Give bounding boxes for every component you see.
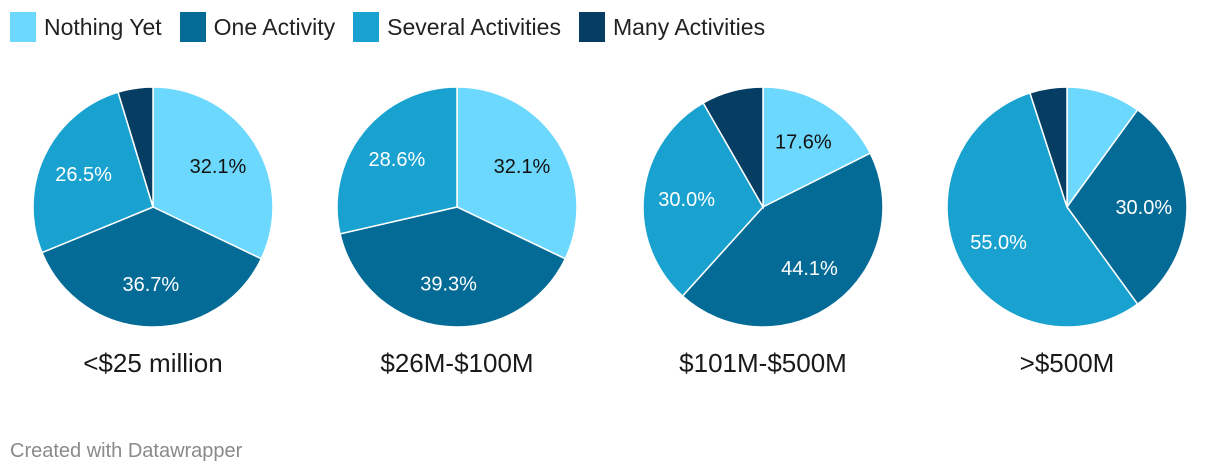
pie-chart: 32.1% 36.7% 26.5% <$25 million <box>32 86 274 378</box>
pie-chart: 17.6% 44.1% 30.0% $101M-$500M <box>642 86 884 378</box>
slice-value-label: 30.0% <box>1115 197 1172 219</box>
pie-slice[interactable] <box>702 86 764 210</box>
footer-credit[interactable]: Created with Datawrapper <box>10 440 243 462</box>
pie-chart: 30.0% 55.0% >$500M <box>946 86 1188 378</box>
slice-value-label: 44.1% <box>781 258 838 280</box>
pie-slice[interactable] <box>762 86 872 209</box>
pie-slice[interactable] <box>32 91 154 254</box>
pie-chart: 32.1% 39.3% 28.6% $26M-$100M <box>336 86 578 378</box>
legend-swatch <box>578 12 605 42</box>
pie-slice[interactable] <box>339 206 567 328</box>
pie-slice[interactable] <box>1028 86 1068 208</box>
legend-swatch <box>179 12 206 42</box>
legend-label: Several Activities <box>387 13 561 40</box>
legend-label: Many Activities <box>612 13 766 40</box>
pie-slice[interactable] <box>152 86 274 260</box>
legend-item-one-activity: One Activity <box>179 12 336 42</box>
slice-value-label: 17.6% <box>775 132 832 154</box>
legend-item-many-activities: Many Activities <box>578 12 766 42</box>
legend-swatch <box>10 12 36 42</box>
pie-charts: 32.1% 36.7% 26.5% <$25 million 32.1% 39.3% 28.… <box>32 86 1188 378</box>
slice-value-label: 30.0% <box>658 189 715 211</box>
legend-item-several-activities: Several Activities <box>353 12 561 42</box>
slice-value-label: 39.3% <box>420 273 477 295</box>
pie-title: $101M-$500M <box>679 348 847 378</box>
pie-slice[interactable] <box>946 91 1139 328</box>
legend-item-nothing-yet: Nothing Yet <box>10 12 162 42</box>
slice-value-label: 36.7% <box>122 274 179 296</box>
pie-slice[interactable] <box>117 86 154 208</box>
pie-title: $26M-$100M <box>380 348 533 378</box>
pie-slice[interactable] <box>1066 108 1188 306</box>
slice-value-label: 32.1% <box>190 156 247 178</box>
pie-title: <$25 million <box>83 348 222 378</box>
legend-swatch <box>353 12 380 42</box>
slice-value-label: 28.6% <box>369 149 426 171</box>
slice-value-label: 55.0% <box>970 232 1027 254</box>
slice-value-label: 32.1% <box>494 156 551 178</box>
chart-legend: Nothing Yet One Activity Several Activit… <box>10 12 783 42</box>
pie-slice[interactable] <box>1066 86 1139 210</box>
pie-slice[interactable] <box>681 152 884 328</box>
pie-title: >$500M <box>1020 348 1115 378</box>
pie-slice[interactable] <box>642 101 764 298</box>
slice-value-label: 26.5% <box>55 164 112 186</box>
pie-slice[interactable] <box>456 86 578 260</box>
pie-slice[interactable] <box>336 86 458 235</box>
legend-label: Nothing Yet <box>44 13 162 40</box>
legend-label: One Activity <box>213 13 336 40</box>
pie-slice[interactable] <box>41 206 263 328</box>
